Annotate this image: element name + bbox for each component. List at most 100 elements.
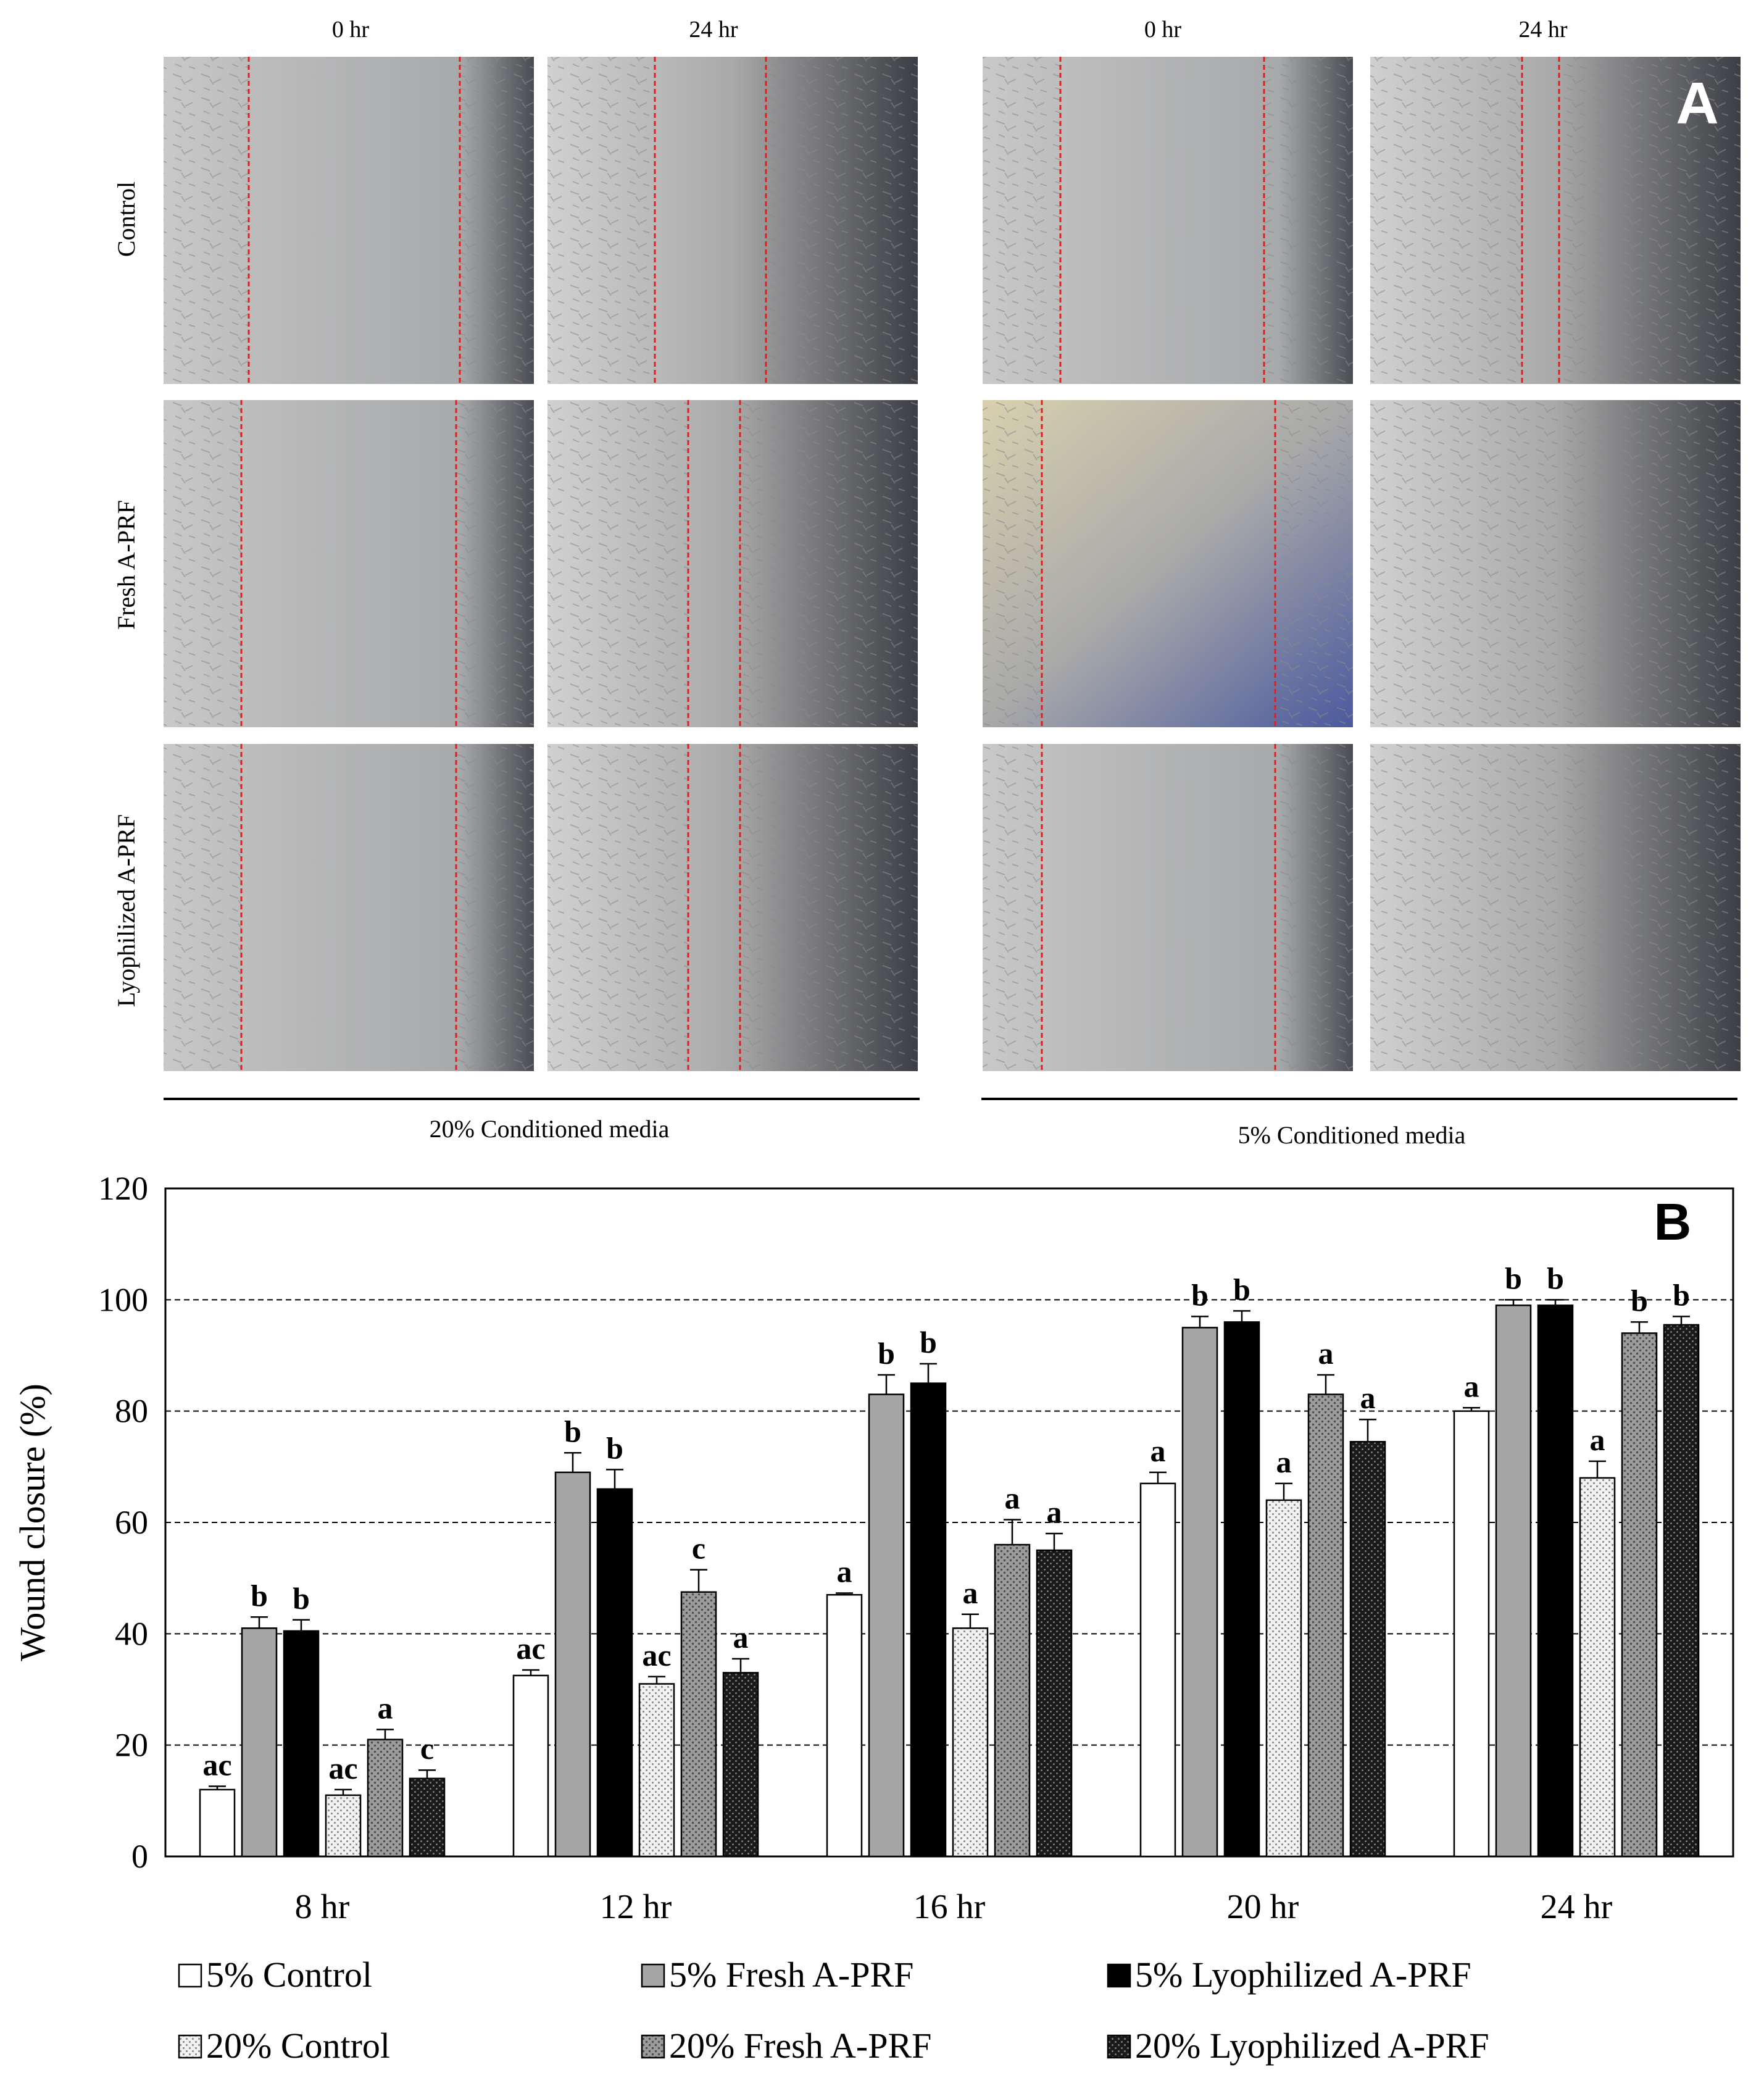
micrograph-fresh-aprf-5pct-24hr — [1370, 400, 1741, 727]
bar — [596, 1488, 633, 1858]
cell-texture-right — [1275, 400, 1353, 727]
significance-label: b — [606, 1430, 623, 1465]
micrograph-lyophilized-aprf-5pct-24hr — [1370, 744, 1741, 1071]
legend-item: 5% Control — [178, 1955, 372, 1995]
legend-label: 5% Lyophilized A-PRF — [1135, 1955, 1471, 1995]
column-header-20pct-0hr: 0 hr — [332, 17, 370, 43]
bar — [1307, 1393, 1344, 1858]
x-tick-label: 16 hr — [913, 1888, 986, 1926]
bar — [283, 1630, 320, 1858]
significance-label: a — [963, 1576, 978, 1610]
micrograph-control-20pct-0hr — [164, 57, 534, 384]
cell-texture-left — [164, 57, 249, 384]
y-axis-label: Wound closure (%) — [12, 1384, 52, 1661]
significance-label: ac — [328, 1751, 357, 1785]
micrograph-grid — [164, 57, 1741, 1071]
y-tick-label: 20 — [115, 1727, 148, 1764]
significance-label: a — [1360, 1380, 1376, 1415]
significance-label: a — [1005, 1480, 1020, 1515]
x-tick-label: 24 hr — [1541, 1888, 1613, 1926]
y-tick-label: 80 — [115, 1393, 148, 1430]
row-label-lyophilized-aprf: Lyophilized A-PRF — [112, 814, 140, 1007]
cell-texture-left — [547, 57, 655, 384]
panel-a: 0 hr 24 hr 0 hr 24 hr Control Fresh A-PR… — [112, 17, 1741, 1149]
significance-label: a — [378, 1690, 393, 1725]
x-tick-label: 12 hr — [600, 1888, 672, 1926]
legend-item: 20% Fresh A-PRF — [641, 2026, 931, 2066]
x-axis: 8 hr 12 hr 16 hr 20 hr 24 hr — [295, 1888, 1613, 1926]
legend-swatch — [1107, 1963, 1131, 1988]
bar — [868, 1393, 905, 1858]
significance-label: b — [293, 1581, 310, 1616]
cell-texture-right — [1275, 744, 1353, 1071]
significance-label: b — [1191, 1277, 1209, 1312]
cell-texture-right — [766, 57, 918, 384]
bar — [241, 1627, 278, 1858]
bar — [1495, 1304, 1532, 1858]
cell-texture-left — [983, 400, 1042, 727]
cell-texture-right — [456, 400, 534, 727]
significance-label: b — [1505, 1261, 1522, 1295]
y-tick-label: 100 — [98, 1281, 148, 1318]
cell-texture — [1370, 400, 1741, 727]
significance-label: a — [733, 1620, 749, 1655]
significance-label: b — [1233, 1272, 1250, 1306]
y-tick-label: 120 — [98, 1170, 148, 1207]
significance-label: a — [1318, 1336, 1334, 1371]
significance-label: ac — [642, 1638, 671, 1672]
micrograph-lyophilized-aprf-5pct-0hr — [983, 744, 1353, 1071]
column-header-5pct-24hr: 24 hr — [1518, 17, 1568, 43]
cell-texture-left — [983, 744, 1042, 1071]
cell-texture-left — [547, 400, 688, 727]
y-tick-label: 0 — [131, 1838, 148, 1875]
x-tick-label: 20 hr — [1227, 1888, 1299, 1926]
bar — [1663, 1324, 1700, 1858]
cell-texture-right — [460, 57, 534, 384]
micrograph-lyophilized-aprf-20pct-24hr — [547, 744, 918, 1071]
significance-label: a — [1276, 1445, 1292, 1479]
x-tick-label: 8 hr — [295, 1888, 350, 1926]
significance-label: b — [878, 1336, 895, 1371]
bar — [1537, 1304, 1574, 1858]
legend-swatch — [641, 2034, 665, 2059]
micrograph-control-5pct-0hr — [983, 57, 1353, 384]
legend-swatch — [178, 2034, 202, 2059]
significance-label: b — [564, 1414, 581, 1448]
significance-label: c — [692, 1531, 705, 1566]
bar — [680, 1591, 717, 1858]
bar — [826, 1593, 863, 1858]
legend-label: 20% Fresh A-PRF — [669, 2026, 931, 2066]
cell-texture-left — [1370, 57, 1522, 384]
cell-texture-right — [1559, 57, 1741, 384]
row-label-fresh-aprf: Fresh A-PRF — [112, 500, 140, 630]
legend-label: 5% Control — [206, 1955, 372, 1995]
bar — [1036, 1549, 1073, 1858]
legend-swatch — [178, 1963, 202, 1988]
bar — [1181, 1327, 1218, 1858]
cell-texture-left — [547, 744, 688, 1071]
significance-label: b — [1673, 1277, 1690, 1312]
cell-texture-right — [740, 744, 918, 1071]
legend-item: 5% Lyophilized A-PRF — [1107, 1955, 1471, 1995]
cell-texture-left — [164, 400, 241, 727]
bar — [325, 1794, 362, 1858]
bar — [1265, 1499, 1302, 1858]
cell-texture — [1370, 744, 1741, 1071]
micrograph-control-5pct-24hr — [1370, 57, 1741, 384]
y-tick-label: 60 — [115, 1504, 148, 1541]
cell-texture-left — [983, 57, 1060, 384]
row-label-control: Control — [112, 182, 140, 257]
legend-item: 20% Control — [178, 2026, 390, 2066]
significance-label: a — [1150, 1434, 1166, 1468]
bar — [952, 1627, 989, 1858]
cell-texture-right — [740, 400, 918, 727]
micrograph-fresh-aprf-20pct-0hr — [164, 400, 534, 727]
bar — [409, 1777, 446, 1858]
significance-label: b — [251, 1578, 268, 1613]
legend-item: 20% Lyophilized A-PRF — [1107, 2026, 1489, 2066]
significance-label: ac — [202, 1747, 231, 1782]
legend: 5% Control 5% Fresh A-PRF 5% Lyophilized A… — [178, 1955, 1489, 2066]
